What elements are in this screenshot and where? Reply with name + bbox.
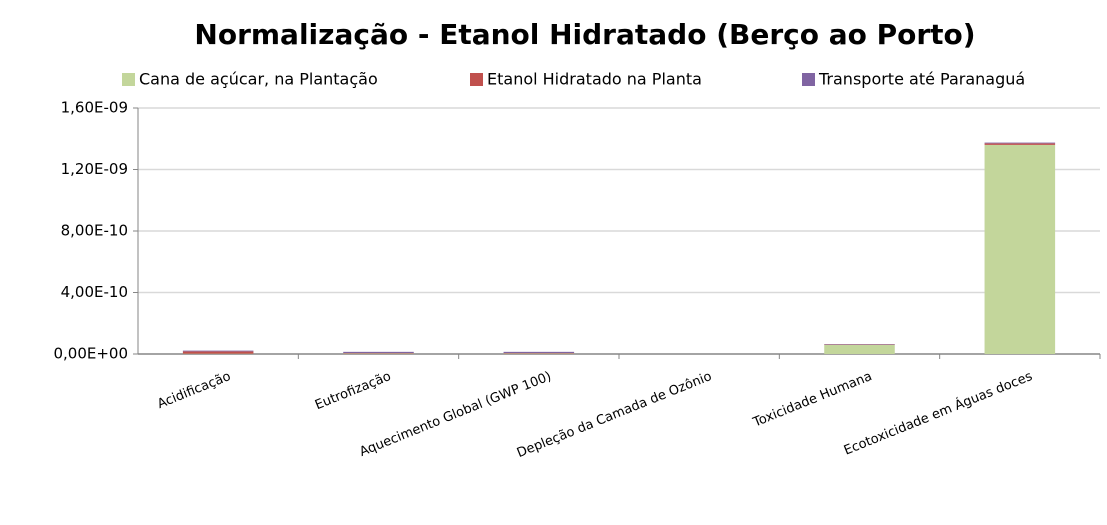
- y-tick-label: 4,00E-10: [61, 283, 128, 301]
- bar-segment: [984, 142, 1056, 144]
- bar-segment: [182, 351, 254, 354]
- bar-segment: [503, 351, 575, 354]
- y-tick-label: 0,00E+00: [53, 345, 128, 363]
- chart-title: Normalização - Etanol Hidratado (Berço a…: [194, 18, 975, 51]
- legend-label: Transporte até Paranaguá: [818, 70, 1025, 89]
- x-tick-label: Toxicidade Humana: [750, 369, 874, 431]
- legend-swatch: [802, 73, 815, 86]
- y-tick-label: 8,00E-10: [61, 222, 128, 240]
- bar-segment: [984, 143, 1056, 145]
- bar-segment: [182, 350, 254, 352]
- x-tick-label: Eutrofização: [313, 369, 393, 413]
- legend-label: Cana de açúcar, na Plantação: [139, 70, 378, 89]
- x-tick-label: Acidificação: [155, 369, 233, 412]
- bar-segment: [824, 344, 895, 354]
- y-tick-label: 1,20E-09: [61, 160, 128, 178]
- legend-swatch: [470, 73, 483, 86]
- legend-swatch: [122, 73, 135, 86]
- legend-label: Etanol Hidratado na Planta: [487, 70, 702, 89]
- bar-segment: [343, 351, 414, 354]
- bar-segment: [984, 144, 1056, 354]
- y-tick-label: 1,60E-09: [61, 99, 128, 117]
